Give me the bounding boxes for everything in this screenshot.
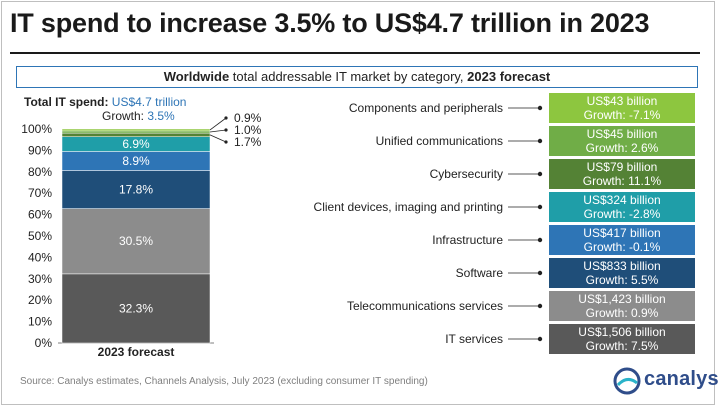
legend-spend-box xyxy=(549,126,695,156)
y-tick-label: 20% xyxy=(28,293,52,307)
legend-category-label: Components and peripherals xyxy=(349,101,503,115)
bar-segment xyxy=(61,273,211,344)
legend-growth-value: Growth: 0.9% xyxy=(586,306,659,320)
subtitle-text: total addressable IT market by category, xyxy=(229,69,468,84)
segment-value-label: 32.3% xyxy=(119,301,153,315)
bar-segment xyxy=(61,170,211,209)
source-note: Source: Canalys estimates, Channels Anal… xyxy=(20,376,428,387)
legend-spend-box xyxy=(549,324,695,354)
y-tick-label: 100% xyxy=(21,122,52,136)
leader-dot xyxy=(224,140,228,144)
y-tick-label: 40% xyxy=(28,250,52,264)
y-tick-label: 30% xyxy=(28,272,52,286)
y-tick-label: 10% xyxy=(28,315,52,329)
leader-line xyxy=(209,117,227,131)
legend-category-label: IT services xyxy=(445,332,503,346)
legend-growth-value: Growth: 11.1% xyxy=(583,174,662,188)
legend-dot xyxy=(537,336,543,342)
legend-spend-box xyxy=(549,225,695,255)
legend-spend-value: US$1,506 billion xyxy=(578,325,665,339)
y-tick-label: 80% xyxy=(28,165,52,179)
chart-subtitle: Worldwide total addressable IT market by… xyxy=(16,66,698,88)
legend-category-label: Infrastructure xyxy=(432,233,503,247)
subtitle-year: 2023 forecast xyxy=(467,69,551,84)
y-tick-label: 70% xyxy=(28,186,52,200)
total-growth-value: 3.5% xyxy=(147,109,175,123)
leader-dot xyxy=(224,128,228,132)
total-spend-label: Total IT spend: xyxy=(24,95,112,109)
segment-value-label: 1.0% xyxy=(234,123,262,137)
y-tick-label: 90% xyxy=(28,143,52,157)
total-spend-value: US$4.7 trillion xyxy=(111,95,187,109)
canalys-logo: canalys xyxy=(612,366,718,396)
legend-category-label: Telecommunications services xyxy=(347,299,503,313)
segment-value-label: 0.9% xyxy=(234,111,262,125)
legend-spend-box xyxy=(549,159,695,189)
legend-growth-value: Growth: -7.1% xyxy=(584,108,661,122)
legend-dot xyxy=(537,105,543,111)
legend-spend-value: US$417 billion xyxy=(583,226,660,240)
bar-segment xyxy=(61,128,211,132)
legend-growth-value: Growth: -2.8% xyxy=(584,207,661,221)
legend-category-label: Client devices, imaging and printing xyxy=(314,200,503,214)
segment-value-label: 1.7% xyxy=(234,135,262,149)
legend-growth-value: Growth: 2.6% xyxy=(586,141,659,155)
canalys-logo-icon xyxy=(613,367,641,395)
total-growth-line: Growth: 3.5% xyxy=(102,109,175,123)
legend-dot xyxy=(537,171,543,177)
legend-spend-box xyxy=(549,258,695,288)
bar-segment xyxy=(61,130,211,134)
legend-spend-box xyxy=(549,291,695,321)
leader-line xyxy=(209,129,227,133)
legend-category-label: Software xyxy=(456,266,504,280)
legend-category-label: Unified communications xyxy=(376,134,503,148)
y-tick-label: 50% xyxy=(28,229,52,243)
total-spend-block: Total IT spend: US$4.7 trillion Growth: … xyxy=(24,95,224,123)
legend-spend-value: US$324 billion xyxy=(583,193,660,207)
chart-title: IT spend to increase 3.5% to US$4.7 tril… xyxy=(10,8,650,38)
legend-dot xyxy=(537,138,543,144)
legend-spend-value: US$1,423 billion xyxy=(578,292,665,306)
legend-growth-value: Growth: 5.5% xyxy=(586,273,659,287)
leader-dot xyxy=(224,116,228,120)
legend-growth-value: Growth: 7.5% xyxy=(586,339,659,353)
y-tick-label: 0% xyxy=(35,336,53,350)
segment-value-label: 17.8% xyxy=(119,183,153,197)
legend-dot xyxy=(537,237,543,243)
legend-spend-value: US$833 billion xyxy=(583,259,660,273)
legend-spend-box xyxy=(549,93,695,123)
title-underline xyxy=(10,52,700,54)
legend-dot xyxy=(537,204,543,210)
segment-value-label: 8.9% xyxy=(122,154,150,168)
canalys-logo-text: canalys xyxy=(644,368,718,390)
legend-dot xyxy=(537,270,543,276)
legend-dot xyxy=(537,303,543,309)
legend-spend-value: US$43 billion xyxy=(587,94,658,108)
subtitle-region: Worldwide xyxy=(163,69,230,84)
legend-spend-box xyxy=(549,192,695,222)
total-spend-line: Total IT spend: US$4.7 trillion xyxy=(24,95,224,109)
x-category-label: 2023 forecast xyxy=(98,345,175,359)
segment-value-label: 30.5% xyxy=(119,234,153,248)
leader-line xyxy=(209,134,227,143)
legend-growth-value: Growth: -0.1% xyxy=(584,240,661,254)
segment-value-label: 6.9% xyxy=(122,137,150,151)
total-growth-label: Growth: xyxy=(102,109,148,123)
legend-spend-value: US$79 billion xyxy=(587,160,658,174)
legend-category-label: Cybersecurity xyxy=(430,167,503,181)
bar-segment xyxy=(61,208,211,275)
y-tick-label: 60% xyxy=(28,208,52,222)
legend-spend-value: US$45 billion xyxy=(587,127,658,141)
